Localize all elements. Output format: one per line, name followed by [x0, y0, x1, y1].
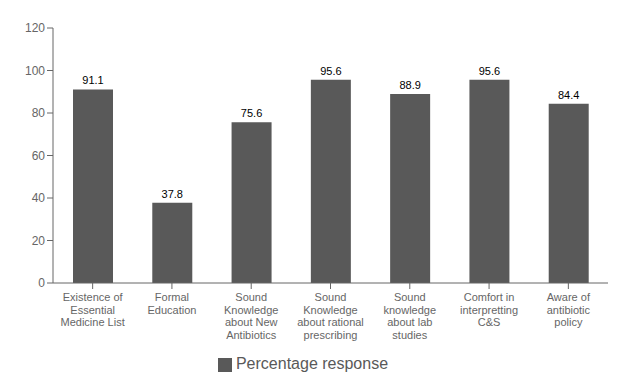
- svg-text:91.1: 91.1: [82, 74, 103, 86]
- svg-text:37.8: 37.8: [162, 188, 183, 200]
- svg-text:Soundknowledgeabout labstudies: Soundknowledgeabout labstudies: [383, 291, 436, 341]
- svg-text:75.6: 75.6: [241, 107, 262, 119]
- svg-text:Comfort ininterprettingC&S: Comfort ininterprettingC&S: [460, 291, 518, 328]
- svg-text:SoundKnowledgeabout NewAntibio: SoundKnowledgeabout NewAntibiotics: [224, 291, 278, 341]
- svg-text:SoundKnowledgeabout rationalpr: SoundKnowledgeabout rationalprescribing: [297, 291, 364, 341]
- svg-text:Aware ofantibioticpolicy: Aware ofantibioticpolicy: [547, 291, 591, 328]
- svg-text:100: 100: [25, 64, 45, 78]
- svg-text:Existence ofEssentialMedicine: Existence ofEssentialMedicine List: [61, 291, 125, 328]
- svg-text:40: 40: [32, 191, 46, 205]
- svg-text:88.9: 88.9: [399, 79, 420, 91]
- svg-text:60: 60: [32, 149, 46, 163]
- svg-text:0: 0: [38, 276, 45, 290]
- svg-text:FormalEducation: FormalEducation: [147, 291, 196, 316]
- svg-text:20: 20: [32, 234, 46, 248]
- svg-text:95.6: 95.6: [479, 65, 500, 77]
- svg-text:80: 80: [32, 106, 46, 120]
- svg-text:120: 120: [25, 21, 45, 35]
- html-text:Percentage response: Percentage response: [235, 355, 388, 372]
- svg-text:84.4: 84.4: [558, 89, 579, 101]
- svg-text:95.6: 95.6: [320, 65, 341, 77]
